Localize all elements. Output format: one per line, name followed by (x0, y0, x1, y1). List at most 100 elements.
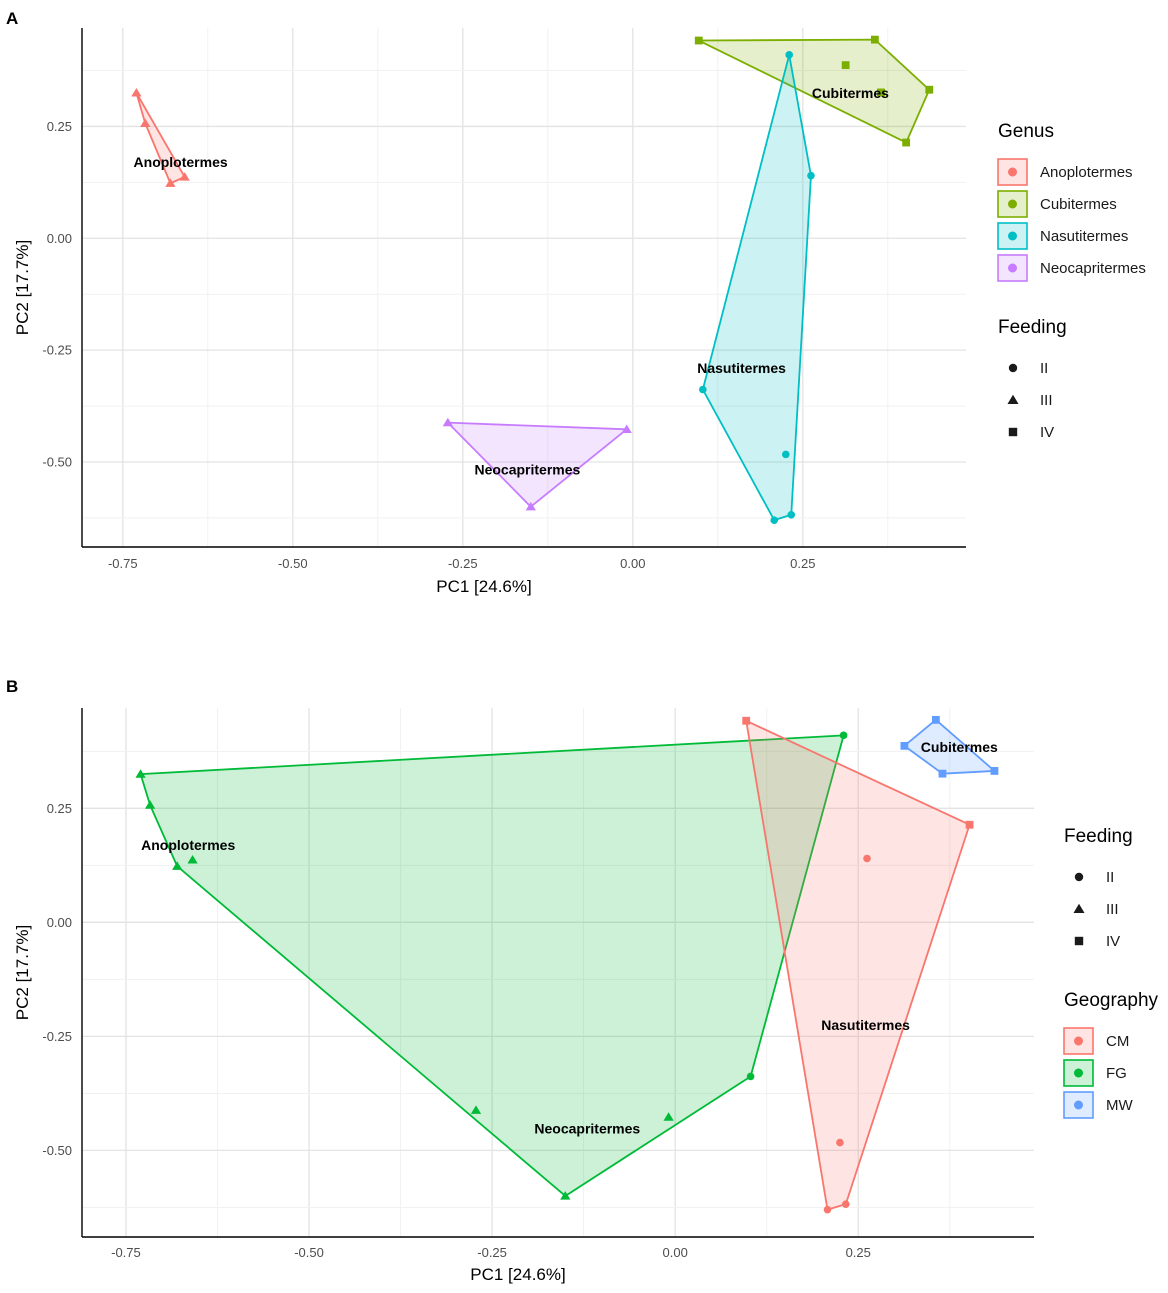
y-axis-title: PC2 [17.7%] (13, 925, 32, 1020)
legend-key-point (1074, 1100, 1083, 1110)
legend-label: II (1106, 869, 1114, 886)
legend-shape-triangle (1007, 394, 1019, 404)
group-label: Anoplotermes (134, 154, 228, 170)
y-tick-label: 0.00 (47, 915, 72, 930)
data-point (746, 1072, 755, 1081)
data-point (782, 450, 790, 459)
legend-shape-circle (1008, 363, 1018, 373)
data-point (560, 1191, 571, 1200)
data-point (131, 88, 142, 97)
data-point (525, 501, 536, 511)
group-labels: Anoplotermes Cubitermes Nasutitermes Neocap… (141, 739, 998, 1137)
legend-label: Neocapritermes (1040, 260, 1146, 277)
y-tick-label: -0.25 (42, 1029, 72, 1044)
data-point (870, 35, 879, 44)
y-tick-label: -0.50 (42, 1143, 72, 1158)
points (131, 35, 934, 524)
legend-shape-square (1008, 427, 1018, 437)
data-point (877, 88, 885, 97)
x-tick-label: 0.00 (620, 556, 645, 571)
legend-title: Feeding (998, 317, 1067, 338)
legend-label: Anoplotermes (1040, 164, 1133, 181)
legend-key-point (1008, 231, 1017, 241)
legend-title: Geography (1064, 990, 1159, 1011)
panel-label: B (6, 677, 18, 696)
legend-key-point (1074, 1036, 1083, 1046)
legend-label: CM (1106, 1033, 1129, 1050)
legend-key-point (1074, 1068, 1083, 1078)
x-tick-label: 0.00 (663, 1245, 688, 1260)
data-point (742, 716, 751, 725)
data-point (807, 171, 815, 180)
data-point (179, 172, 190, 181)
group-label: Cubitermes (812, 85, 889, 101)
legend-label: III (1106, 901, 1119, 918)
data-point (144, 800, 156, 809)
x-tick-label: 0.25 (846, 1245, 871, 1260)
x-tick-label: -0.25 (477, 1245, 507, 1260)
y-tick-label: 0.25 (47, 801, 72, 816)
x-tick-label: -0.25 (448, 556, 478, 571)
data-point (187, 854, 198, 864)
data-point (839, 731, 848, 740)
legend-label: II (1040, 360, 1048, 377)
group-label: Nasutitermes (821, 1017, 910, 1033)
data-point (470, 1105, 482, 1114)
hulls (139, 718, 996, 1211)
legend-key (997, 254, 1028, 282)
data-point (841, 61, 850, 70)
data-point (841, 1200, 850, 1208)
data-point (925, 85, 934, 94)
data-point (965, 820, 974, 829)
group-label: Anoplotermes (141, 837, 235, 853)
data-point (990, 767, 999, 775)
data-point (699, 385, 707, 394)
y-tick-label: -0.50 (42, 454, 72, 469)
legend-label: Nasutitermes (1040, 228, 1128, 245)
data-point (787, 510, 796, 519)
x-tick-label: -0.50 (294, 1245, 324, 1260)
legend-shape-circle (1074, 872, 1084, 882)
panel-label: A (6, 9, 18, 28)
legend-key-point (1008, 199, 1017, 209)
legend-key-point (1008, 263, 1017, 273)
legend-shape-triangle (1073, 903, 1085, 913)
legend-label: III (1040, 392, 1053, 409)
panel-a: A -0.75 -0.50 -0.25 0.00 0.25 -0.50 -0.25 0.00 0.… (6, 9, 1146, 596)
hulls (135, 38, 931, 522)
data-point (694, 36, 703, 45)
legend-title: Feeding (1064, 826, 1133, 847)
data-point (900, 741, 909, 750)
y-tick-label: 0.00 (47, 231, 72, 246)
points (135, 715, 999, 1214)
group-label: Neocapritermes (474, 462, 580, 478)
y-axis-title: PC2 [17.7%] (13, 240, 32, 335)
hull-fg (139, 734, 845, 1197)
data-point (172, 861, 183, 870)
legend-label: IV (1040, 424, 1054, 441)
group-label: Nasutitermes (697, 360, 786, 376)
data-point (931, 715, 940, 724)
legend-title: Genus (998, 121, 1054, 142)
legend-label: FG (1106, 1065, 1127, 1082)
legend-key-point (1008, 167, 1017, 177)
group-label: Neocapritermes (534, 1120, 640, 1136)
legend-geography: Geography CM FG MW (1063, 990, 1159, 1119)
x-tick-label: -0.50 (278, 556, 308, 571)
y-tick-label: -0.25 (42, 343, 72, 358)
x-axis-title: PC1 [24.6%] (436, 577, 531, 596)
hull-nasutitermes (701, 53, 812, 522)
data-point (902, 138, 911, 147)
x-tick-label: -0.75 (108, 556, 138, 571)
data-point (770, 516, 779, 524)
data-point (663, 1112, 674, 1121)
x-tick-label: 0.25 (790, 556, 815, 571)
data-point (836, 1138, 844, 1147)
legend-genus: Genus Anoplotermes Cubitermes Nasutitermes N… (997, 121, 1146, 282)
panel-b: B -0.75 -0.50 -0.25 0.00 0.25 -0.50 -0.25 0.00 0.… (6, 677, 1159, 1284)
data-point (165, 178, 176, 187)
data-point (140, 118, 151, 127)
